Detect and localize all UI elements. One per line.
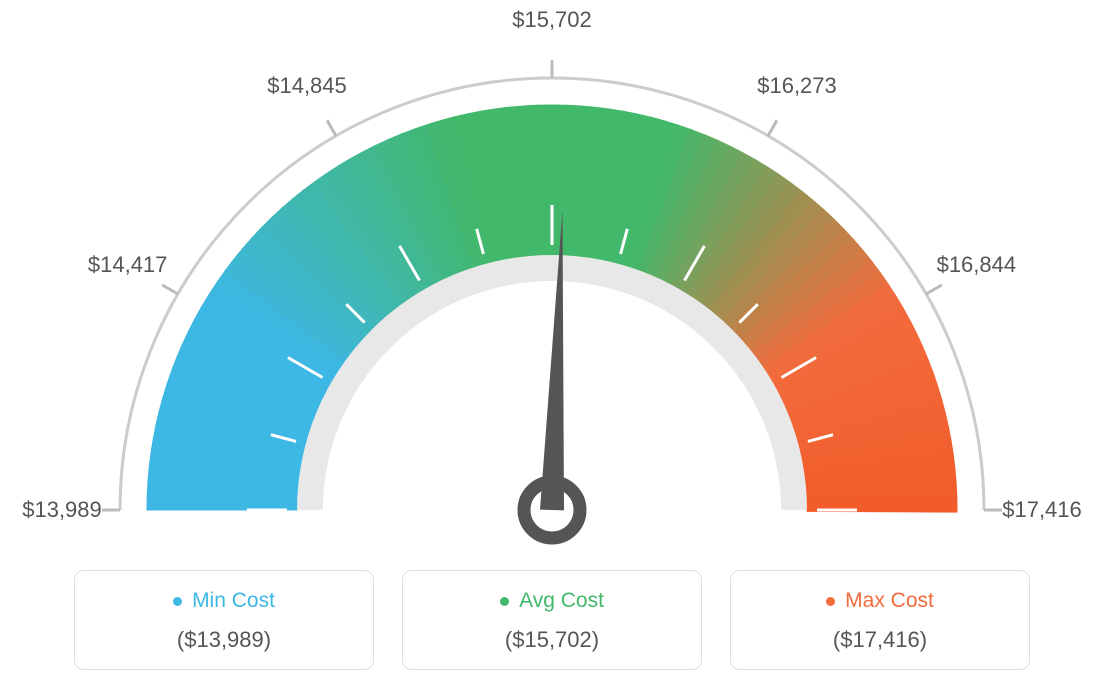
gauge-tick-label: $13,989 [22,497,102,523]
gauge-scale-tick [162,285,178,294]
gauge-area: $13,989 $14,417 $14,845 $15,702 $16,273 $16,8… [0,0,1104,560]
legend-title-avg: Avg Cost [500,589,604,613]
dot-icon [173,597,182,606]
legend-value-avg: ($15,702) [413,627,691,653]
legend-title-text: Avg Cost [519,589,604,613]
gauge-scale-tick [926,285,942,294]
cost-gauge-container: $13,989 $14,417 $14,845 $15,702 $16,273 $16,8… [0,0,1104,690]
gauge-tick-label: $14,417 [88,252,168,278]
legend-title-max: Max Cost [826,589,934,613]
gauge-tick-label: $16,273 [757,73,837,99]
legend-value-min: ($13,989) [85,627,363,653]
dot-icon [826,597,835,606]
legend-row: Min Cost ($13,989) Avg Cost ($15,702) Ma… [0,570,1104,670]
gauge-tick-label: $15,702 [512,7,592,33]
gauge-tick-label: $16,844 [937,252,1017,278]
legend-card-min: Min Cost ($13,989) [74,570,374,670]
legend-card-max: Max Cost ($17,416) [730,570,1030,670]
gauge-svg [0,0,1104,560]
gauge-scale-tick [327,120,336,136]
gauge-tick-label: $14,845 [267,73,347,99]
gauge-scale-tick [768,120,777,136]
gauge-tick-label: $17,416 [1002,497,1082,523]
legend-card-avg: Avg Cost ($15,702) [402,570,702,670]
legend-value-max: ($17,416) [741,627,1019,653]
legend-title-text: Min Cost [192,589,275,613]
legend-title-min: Min Cost [173,589,275,613]
legend-title-text: Max Cost [845,589,934,613]
dot-icon [500,597,509,606]
